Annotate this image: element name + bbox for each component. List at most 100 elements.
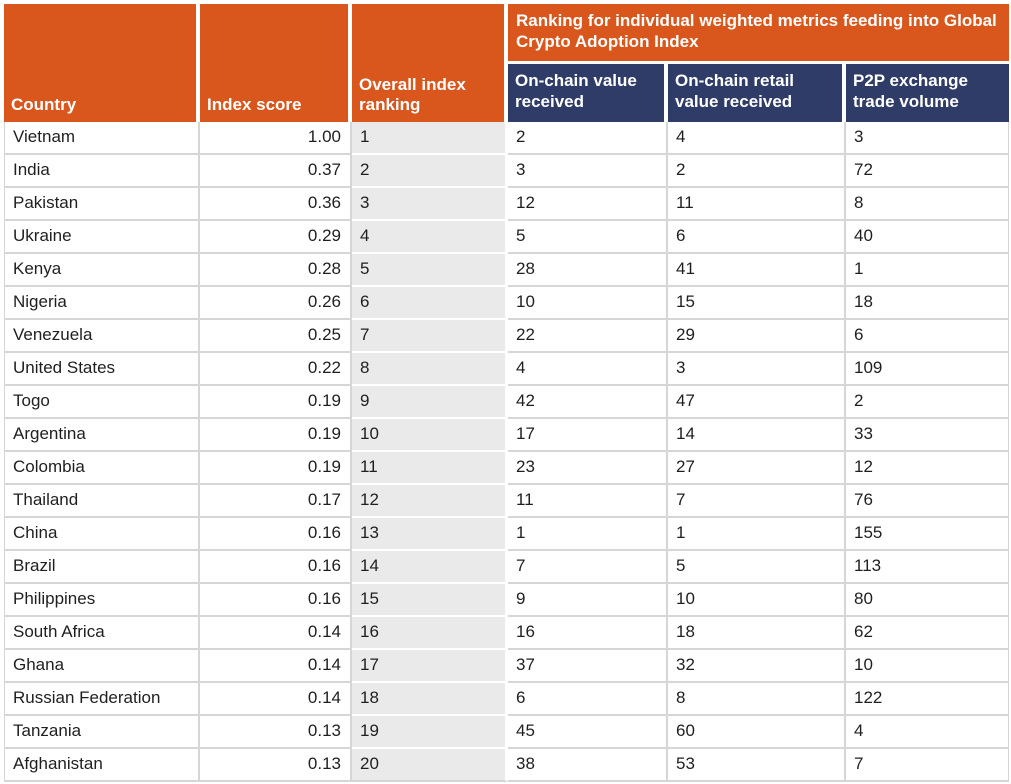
table-row: Ukraine 0.29 4 5 6 40 <box>4 221 1009 254</box>
cell-onchain-value: 1 <box>508 518 668 551</box>
table-row: Vietnam 1.00 1 2 4 3 <box>4 122 1009 155</box>
cell-p2p-volume: 155 <box>846 518 1009 551</box>
cell-index-score: 0.14 <box>200 617 352 650</box>
cell-country: Colombia <box>4 452 200 485</box>
cell-onchain-retail: 3 <box>668 353 846 386</box>
cell-overall-ranking: 16 <box>352 617 508 650</box>
cell-p2p-volume: 113 <box>846 551 1009 584</box>
crypto-adoption-table: Country Index score Overall index rankin… <box>4 4 1009 782</box>
cell-overall-ranking: 5 <box>352 254 508 287</box>
table-row: Pakistan 0.36 3 12 11 8 <box>4 188 1009 221</box>
cell-onchain-value: 17 <box>508 419 668 452</box>
table-row: Nigeria 0.26 6 10 15 18 <box>4 287 1009 320</box>
cell-p2p-volume: 7 <box>846 749 1009 782</box>
cell-onchain-retail: 5 <box>668 551 846 584</box>
cell-country: Philippines <box>4 584 200 617</box>
cell-onchain-value: 4 <box>508 353 668 386</box>
cell-onchain-value: 22 <box>508 320 668 353</box>
cell-p2p-volume: 33 <box>846 419 1009 452</box>
table-row: Ghana 0.14 17 37 32 10 <box>4 650 1009 683</box>
col-header-onchain-retail: On-chain retail value received <box>668 64 846 122</box>
cell-overall-ranking: 4 <box>352 221 508 254</box>
table-row: Thailand 0.17 12 11 7 76 <box>4 485 1009 518</box>
table-row: Togo 0.19 9 42 47 2 <box>4 386 1009 419</box>
cell-country: Pakistan <box>4 188 200 221</box>
cell-onchain-retail: 47 <box>668 386 846 419</box>
cell-index-score: 0.25 <box>200 320 352 353</box>
cell-onchain-retail: 27 <box>668 452 846 485</box>
cell-overall-ranking: 17 <box>352 650 508 683</box>
cell-country: Ghana <box>4 650 200 683</box>
table-row: China 0.16 13 1 1 155 <box>4 518 1009 551</box>
table-row: Philippines 0.16 15 9 10 80 <box>4 584 1009 617</box>
table-row: South Africa 0.14 16 16 18 62 <box>4 617 1009 650</box>
cell-index-score: 0.37 <box>200 155 352 188</box>
cell-index-score: 0.28 <box>200 254 352 287</box>
cell-country: Togo <box>4 386 200 419</box>
cell-onchain-retail: 2 <box>668 155 846 188</box>
table-row: Argentina 0.19 10 17 14 33 <box>4 419 1009 452</box>
cell-country: Kenya <box>4 254 200 287</box>
cell-overall-ranking: 6 <box>352 287 508 320</box>
cell-p2p-volume: 40 <box>846 221 1009 254</box>
cell-index-score: 1.00 <box>200 122 352 155</box>
cell-p2p-volume: 1 <box>846 254 1009 287</box>
cell-index-score: 0.16 <box>200 551 352 584</box>
header-sub-row: On-chain value received On-chain retail … <box>4 64 1009 122</box>
cell-overall-ranking: 10 <box>352 419 508 452</box>
cell-overall-ranking: 2 <box>352 155 508 188</box>
table-row: Russian Federation 0.14 18 6 8 122 <box>4 683 1009 716</box>
cell-p2p-volume: 122 <box>846 683 1009 716</box>
cell-index-score: 0.17 <box>200 485 352 518</box>
cell-p2p-volume: 76 <box>846 485 1009 518</box>
cell-overall-ranking: 13 <box>352 518 508 551</box>
cell-onchain-retail: 14 <box>668 419 846 452</box>
cell-overall-ranking: 20 <box>352 749 508 782</box>
cell-country: South Africa <box>4 617 200 650</box>
cell-onchain-value: 23 <box>508 452 668 485</box>
cell-p2p-volume: 109 <box>846 353 1009 386</box>
cell-country: Argentina <box>4 419 200 452</box>
cell-onchain-value: 42 <box>508 386 668 419</box>
cell-p2p-volume: 3 <box>846 122 1009 155</box>
cell-onchain-value: 16 <box>508 617 668 650</box>
cell-onchain-value: 38 <box>508 749 668 782</box>
cell-country: United States <box>4 353 200 386</box>
cell-overall-ranking: 19 <box>352 716 508 749</box>
cell-overall-ranking: 3 <box>352 188 508 221</box>
cell-p2p-volume: 8 <box>846 188 1009 221</box>
cell-country: Nigeria <box>4 287 200 320</box>
cell-index-score: 0.19 <box>200 386 352 419</box>
cell-onchain-retail: 15 <box>668 287 846 320</box>
col-header-overall-ranking: Overall index ranking <box>352 4 508 122</box>
cell-onchain-retail: 8 <box>668 683 846 716</box>
cell-index-score: 0.16 <box>200 518 352 551</box>
cell-index-score: 0.26 <box>200 287 352 320</box>
cell-country: Afghanistan <box>4 749 200 782</box>
cell-onchain-retail: 32 <box>668 650 846 683</box>
cell-onchain-retail: 53 <box>668 749 846 782</box>
cell-onchain-value: 9 <box>508 584 668 617</box>
cell-overall-ranking: 15 <box>352 584 508 617</box>
cell-p2p-volume: 62 <box>846 617 1009 650</box>
col-header-country: Country <box>4 4 200 122</box>
cell-onchain-value: 6 <box>508 683 668 716</box>
cell-onchain-value: 11 <box>508 485 668 518</box>
cell-index-score: 0.14 <box>200 650 352 683</box>
cell-p2p-volume: 18 <box>846 287 1009 320</box>
cell-overall-ranking: 8 <box>352 353 508 386</box>
cell-overall-ranking: 7 <box>352 320 508 353</box>
table-row: United States 0.22 8 4 3 109 <box>4 353 1009 386</box>
cell-onchain-retail: 18 <box>668 617 846 650</box>
cell-onchain-value: 45 <box>508 716 668 749</box>
cell-onchain-value: 3 <box>508 155 668 188</box>
table-row: Colombia 0.19 11 23 27 12 <box>4 452 1009 485</box>
cell-onchain-value: 7 <box>508 551 668 584</box>
header-group-row: Country Index score Overall index rankin… <box>4 4 1009 122</box>
cell-index-score: 0.22 <box>200 353 352 386</box>
cell-onchain-retail: 29 <box>668 320 846 353</box>
cell-index-score: 0.13 <box>200 749 352 782</box>
table-row: India 0.37 2 3 2 72 <box>4 155 1009 188</box>
cell-index-score: 0.36 <box>200 188 352 221</box>
